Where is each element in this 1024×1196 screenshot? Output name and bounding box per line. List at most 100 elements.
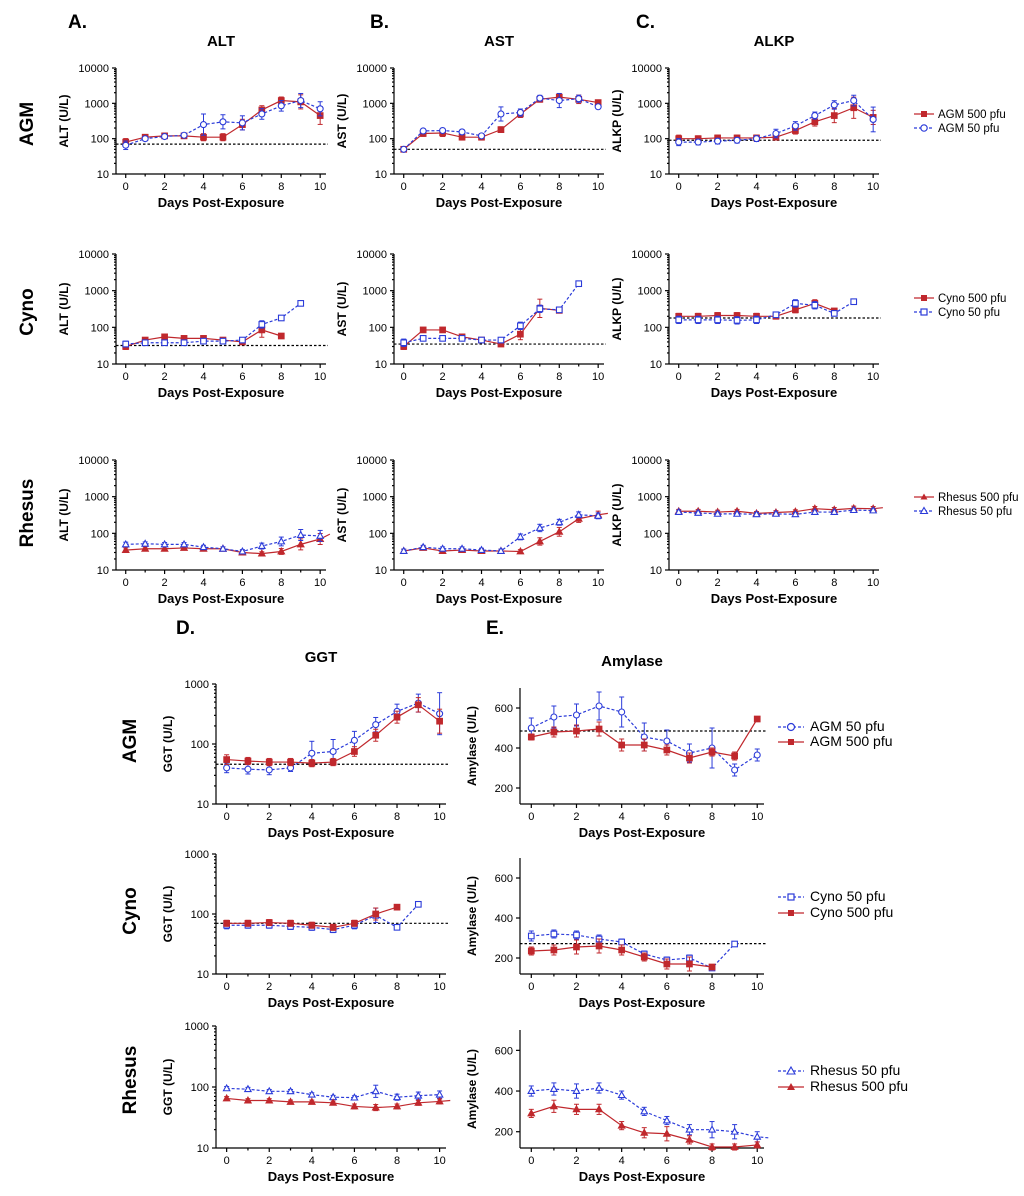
data-point	[393, 903, 401, 911]
y-axis-label: Amylase (U/L)	[465, 1049, 479, 1129]
y-tick-label: 10	[197, 1143, 209, 1155]
data-point	[223, 919, 230, 927]
data-point	[244, 757, 252, 765]
x-axis-label: Days Post-Exposure	[579, 825, 705, 840]
data-point	[575, 280, 583, 288]
chart-title: ALT	[207, 33, 235, 50]
data-point	[830, 310, 838, 317]
y-tick-label: 100	[91, 322, 109, 334]
series-rhesus-500-pfu	[222, 1093, 451, 1112]
data-point	[329, 923, 337, 931]
legend-marker-circle	[786, 722, 796, 732]
data-point	[179, 543, 189, 551]
data-point	[830, 101, 838, 109]
data-point	[550, 946, 558, 954]
series-agm-500-pfu	[223, 697, 443, 768]
x-tick-label: 4	[753, 181, 759, 193]
data-point	[439, 326, 446, 334]
data-point	[219, 133, 227, 141]
data-point	[329, 758, 337, 766]
data-point	[555, 96, 563, 105]
data-point	[714, 316, 721, 324]
series-rhesus-50-pfu	[399, 510, 603, 554]
data-point	[351, 919, 358, 927]
series-cyno-50-pfu	[400, 280, 583, 347]
data-point	[392, 1092, 402, 1101]
data-point	[161, 132, 169, 141]
series-line	[531, 705, 758, 771]
x-tick-label: 0	[123, 181, 129, 193]
data-point	[478, 336, 485, 344]
data-point	[730, 1127, 739, 1135]
data-point	[675, 316, 683, 324]
data-point	[307, 1090, 316, 1098]
y-tick-label: 10000	[78, 63, 109, 75]
panel-letter-d: D.	[176, 618, 195, 639]
y-tick-label: 10	[197, 969, 209, 981]
data-point	[791, 122, 799, 130]
chart-panel: 10 100 1000 0 2 4 6 8 10 Days Post-Exposure GGT (U…	[161, 849, 448, 1010]
data-point	[277, 314, 285, 322]
data-point	[141, 544, 150, 552]
series-cyno-50-pfu	[223, 900, 422, 934]
data-point	[329, 747, 337, 756]
legend-label: Rhesus 50 pfu	[938, 506, 1012, 518]
x-tick-label: 0	[676, 181, 682, 193]
data-point	[180, 339, 188, 347]
series-line	[226, 903, 419, 931]
x-tick-label: 4	[478, 181, 484, 193]
data-point	[277, 332, 285, 340]
data-point	[200, 337, 207, 345]
y-tick-label: 100	[191, 1082, 209, 1094]
y-axis-label: GGT (U/L)	[161, 886, 175, 943]
data-point	[435, 1090, 444, 1098]
data-point	[265, 1086, 274, 1095]
data-point	[811, 301, 819, 309]
x-tick-label: 8	[394, 1155, 400, 1167]
data-point	[869, 505, 878, 514]
data-point	[594, 1104, 604, 1113]
data-point	[686, 754, 693, 762]
data-point	[594, 511, 603, 519]
legend-label: Rhesus 50 pfu	[810, 1062, 900, 1078]
x-tick-label: 6	[351, 811, 357, 823]
x-axis-label: Days Post-Exposure	[158, 385, 284, 400]
legend-label: AGM 500 pfu	[810, 733, 893, 749]
data-point	[180, 131, 188, 139]
data-point	[527, 724, 535, 732]
x-tick-label: 8	[278, 181, 284, 193]
x-tick-label: 10	[867, 181, 879, 193]
row-label-cyno-top: Cyno	[17, 288, 38, 336]
data-point	[772, 129, 780, 138]
series-line	[403, 514, 599, 552]
data-point	[830, 507, 839, 516]
x-tick-label: 4	[200, 371, 206, 383]
data-point	[536, 94, 544, 102]
y-tick-label: 100	[644, 322, 662, 334]
x-tick-label: 10	[592, 181, 604, 193]
data-point	[265, 1095, 274, 1104]
series-agm-500-pfu	[400, 93, 602, 153]
series-line	[403, 283, 580, 344]
data-point	[222, 1083, 231, 1092]
x-tick-label: 6	[517, 577, 523, 589]
data-point	[618, 708, 626, 716]
y-tick-label: 1000	[638, 492, 662, 504]
y-tick-label: 1000	[638, 98, 662, 110]
x-tick-label: 2	[440, 371, 446, 383]
legend-label: Cyno 50 pfu	[810, 888, 886, 904]
chart-panel: 200 400 600 0 2 4 6 8 10 Days Post-Exposure Amylas…	[465, 858, 766, 1010]
data-point	[297, 96, 305, 105]
legend-marker-square	[921, 295, 927, 301]
data-point	[258, 321, 266, 328]
series-rhesus-50-pfu	[222, 1083, 444, 1101]
y-axis-label: ALT (U/L)	[57, 488, 71, 541]
series-cyno-50-pfu	[675, 298, 858, 325]
x-tick-label: 4	[309, 1155, 315, 1167]
x-tick-label: 8	[394, 811, 400, 823]
data-point	[350, 1093, 359, 1101]
data-point	[640, 1128, 649, 1136]
x-tick-label: 0	[224, 811, 230, 823]
data-point	[265, 758, 273, 766]
x-tick-label: 4	[753, 577, 759, 589]
